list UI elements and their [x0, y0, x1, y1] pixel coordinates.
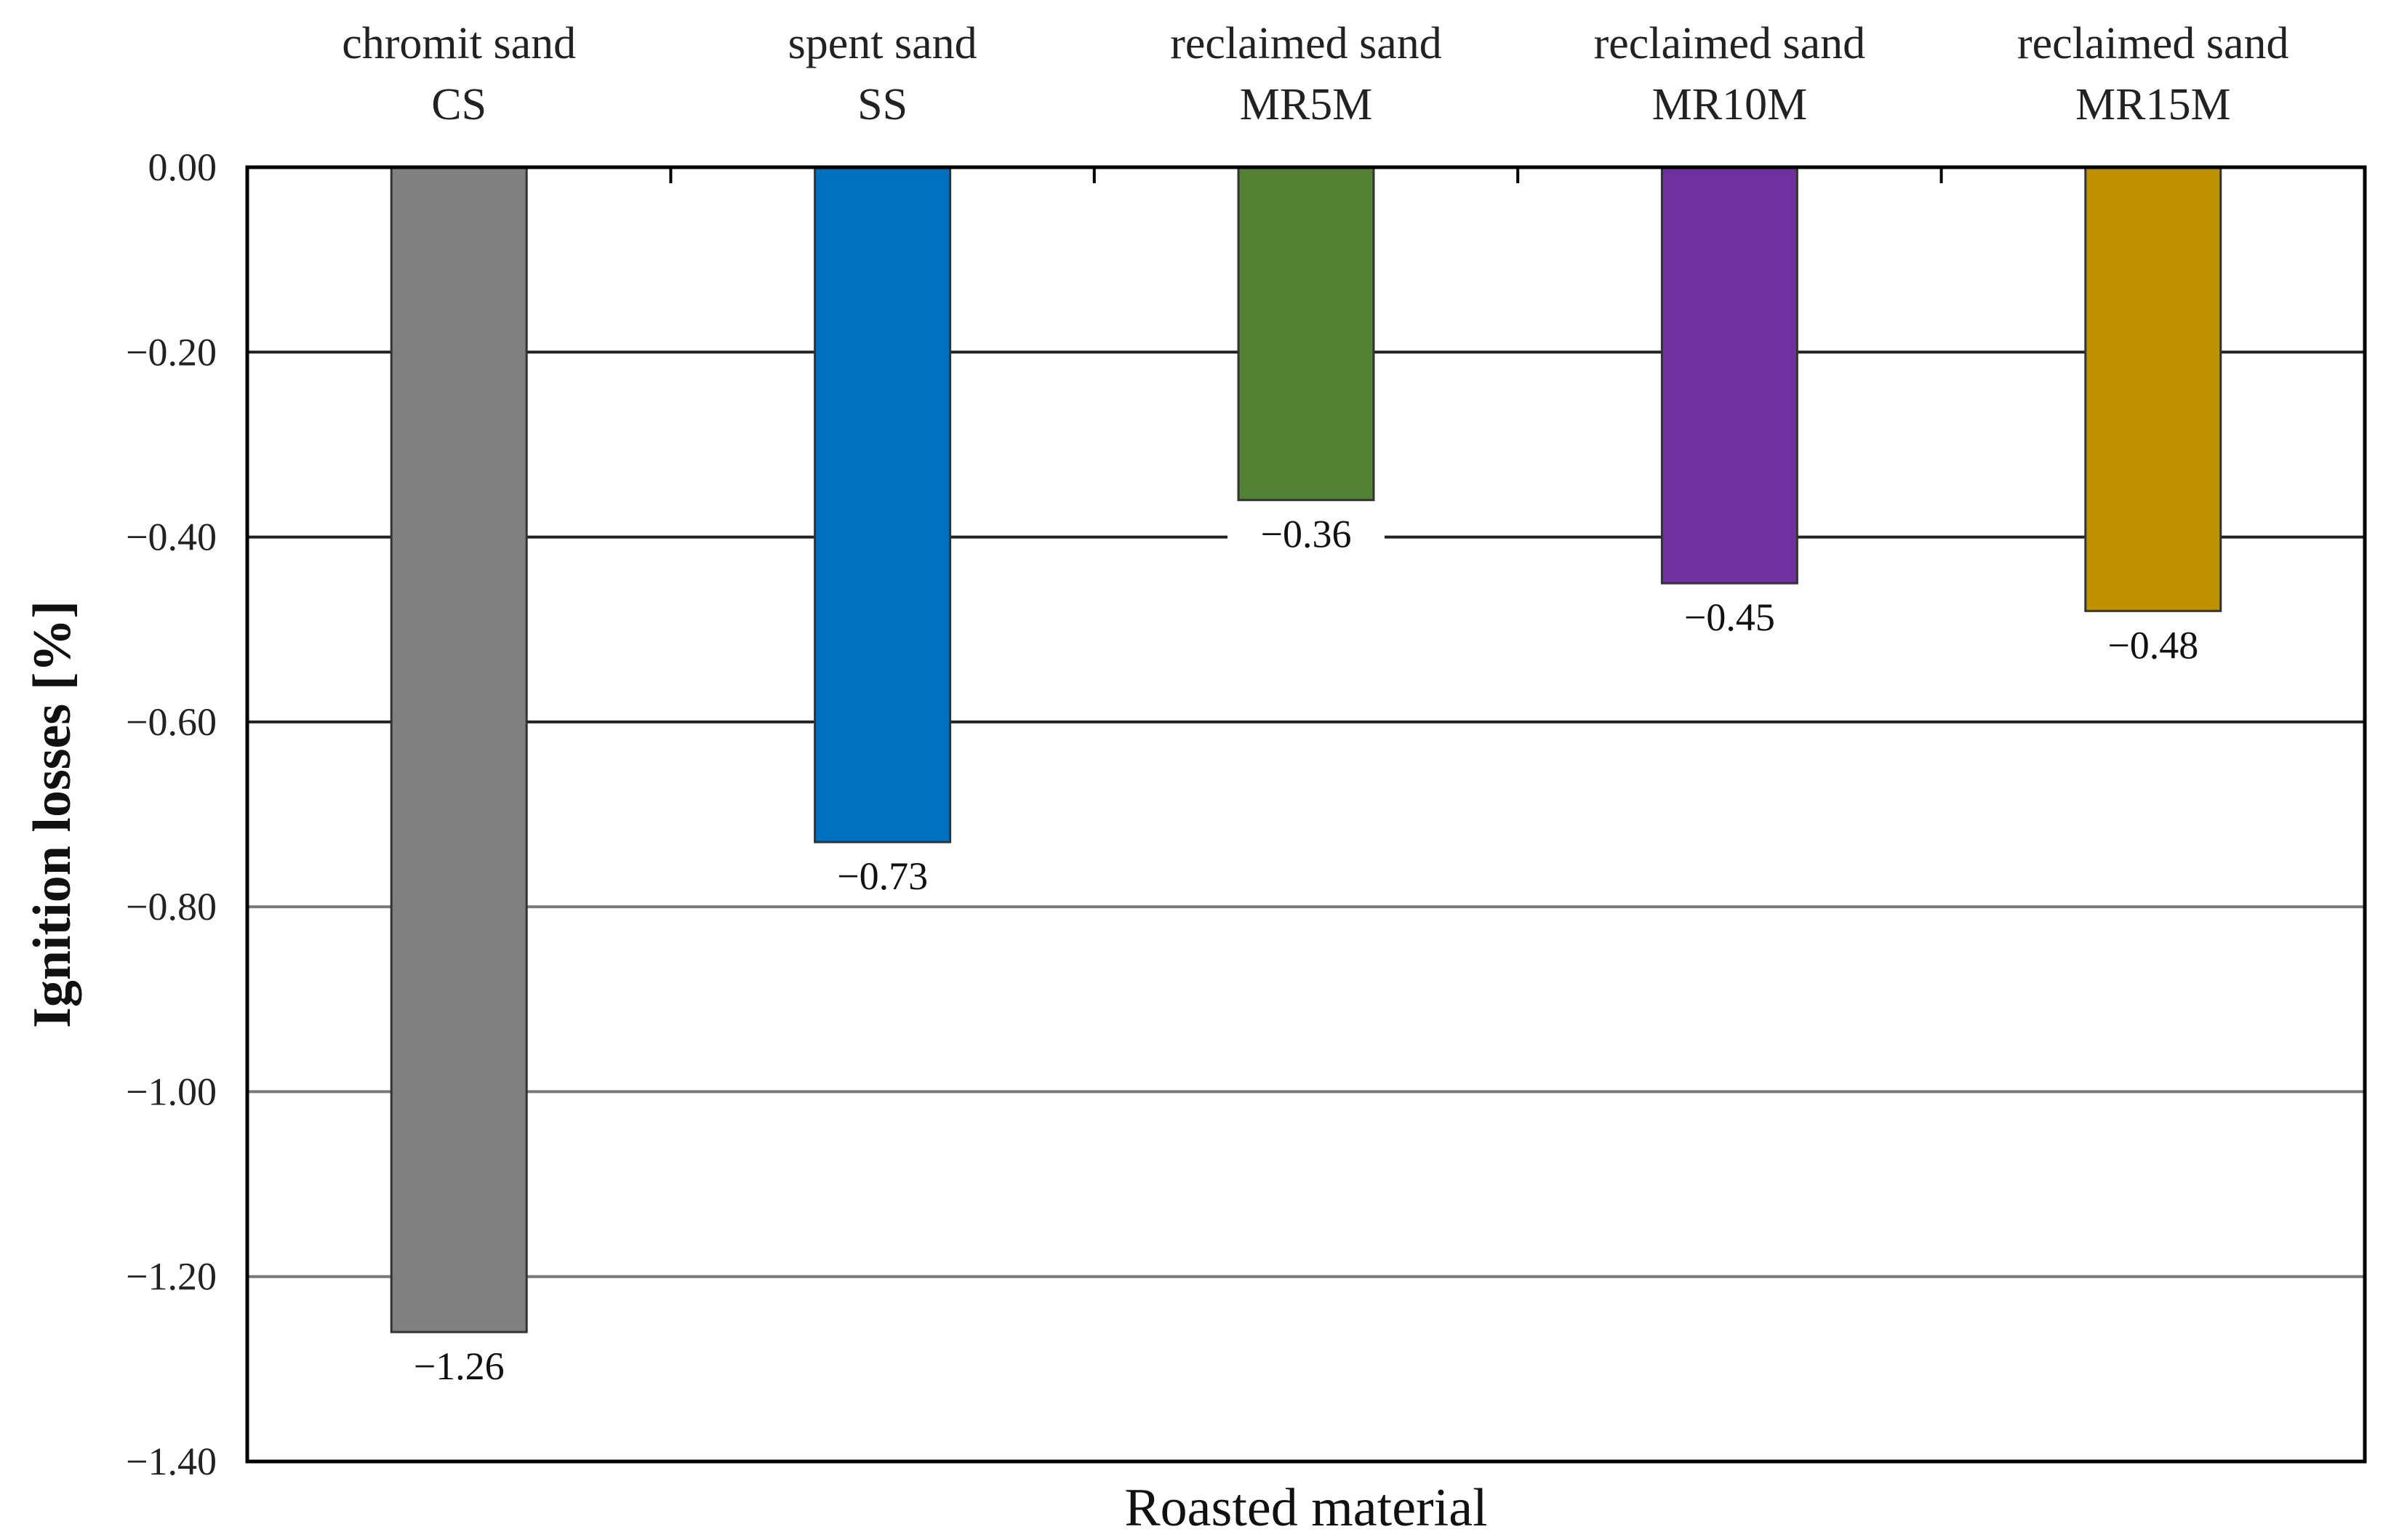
- data-label-background: [804, 853, 961, 902]
- data-label: −1.26: [414, 1344, 505, 1388]
- category-tick-marks: [246, 167, 2366, 183]
- data-label: −0.73: [837, 854, 928, 898]
- x-axis-title: Roasted material: [1124, 1478, 1487, 1538]
- data-label-background: [380, 1343, 538, 1391]
- category-labels: chromit sand CS spent sand SS reclaimed sand…: [342, 19, 2288, 129]
- category-label: SS: [857, 80, 908, 129]
- y-axis-title: Ignition losses [%]: [23, 601, 82, 1028]
- bar: [1237, 166, 1375, 502]
- y-tick-label: −0.20: [126, 330, 217, 374]
- category-label: spent sand: [788, 19, 977, 68]
- category-label: MR10M: [1652, 80, 1808, 129]
- data-label-background: [1227, 510, 1385, 559]
- category-label: reclaimed sand: [2017, 19, 2289, 68]
- data-label-background: [1651, 594, 1809, 643]
- data-label: −0.48: [2107, 623, 2198, 667]
- plot-area-frame: [245, 165, 2367, 1464]
- data-labels: −1.26 −0.73 −0.36 −0.45 −0.48: [380, 510, 2232, 1391]
- data-label: −0.45: [1684, 595, 1775, 639]
- y-tick-label: −0.60: [126, 700, 217, 744]
- y-tick-label: 0.00: [148, 145, 217, 189]
- data-label-background: [2074, 622, 2232, 670]
- category-label: CS: [431, 80, 486, 129]
- category-label: reclaimed sand: [1594, 19, 1866, 68]
- category-label: MR5M: [1240, 80, 1373, 129]
- bar: [390, 166, 528, 1334]
- data-label: −0.36: [1261, 513, 1352, 556]
- y-tick-labels: 0.00 −0.20 −0.40 −0.60 −0.80 −1.00 −1.20 −1.40: [126, 145, 217, 1483]
- category-label: chromit sand: [342, 19, 576, 68]
- y-tick-label: −0.40: [126, 516, 217, 559]
- bar: [814, 166, 952, 843]
- y-tick-label: −1.00: [126, 1070, 217, 1113]
- y-tick-label: −1.20: [126, 1255, 217, 1299]
- category-label: reclaimed sand: [1170, 19, 1442, 68]
- bars: [390, 166, 2222, 1334]
- bar: [2084, 166, 2222, 612]
- y-tick-label: −1.40: [126, 1440, 217, 1483]
- bar: [1660, 166, 1798, 585]
- y-tick-label: −0.80: [126, 885, 217, 929]
- category-label: MR15M: [2075, 80, 2231, 129]
